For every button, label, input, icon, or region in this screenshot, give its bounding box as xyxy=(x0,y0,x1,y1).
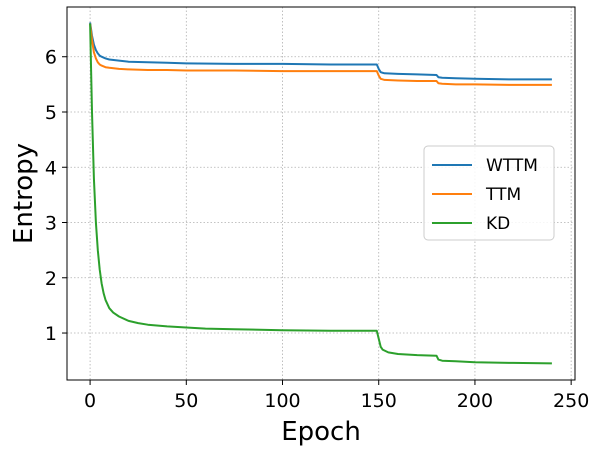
x-tick-label: 100 xyxy=(264,390,300,412)
legend: WTTM TTM KD xyxy=(423,145,555,241)
legend-label: TTM xyxy=(485,185,521,205)
x-axis: 0 50 100 150 200 250 xyxy=(84,380,589,412)
y-tick-label: 4 xyxy=(45,157,57,179)
y-tick-label: 6 xyxy=(45,47,57,69)
y-tick-label: 1 xyxy=(45,323,57,345)
x-tick-label: 200 xyxy=(457,390,493,412)
x-tick-label: 50 xyxy=(174,390,198,412)
legend-box xyxy=(423,145,555,241)
y-tick-label: 2 xyxy=(45,268,57,290)
x-tick-label: 150 xyxy=(361,390,397,412)
y-tick-label: 5 xyxy=(45,102,57,124)
legend-label: KD xyxy=(486,214,510,234)
x-axis-label: Epoch xyxy=(281,417,361,447)
x-tick-label: 250 xyxy=(553,390,589,412)
grid xyxy=(67,7,575,380)
series-lines xyxy=(89,22,552,365)
x-tick-label: 0 xyxy=(84,390,96,412)
y-axis-label: Entropy xyxy=(9,143,39,244)
series-line-kd xyxy=(89,23,552,365)
series-line-wttm xyxy=(89,22,552,81)
plot-frame xyxy=(66,6,576,381)
legend-label: WTTM xyxy=(486,156,538,176)
y-tick-label: 3 xyxy=(45,213,57,235)
y-axis: 1 2 3 4 5 6 xyxy=(45,47,67,345)
series-line-ttm xyxy=(89,23,552,86)
